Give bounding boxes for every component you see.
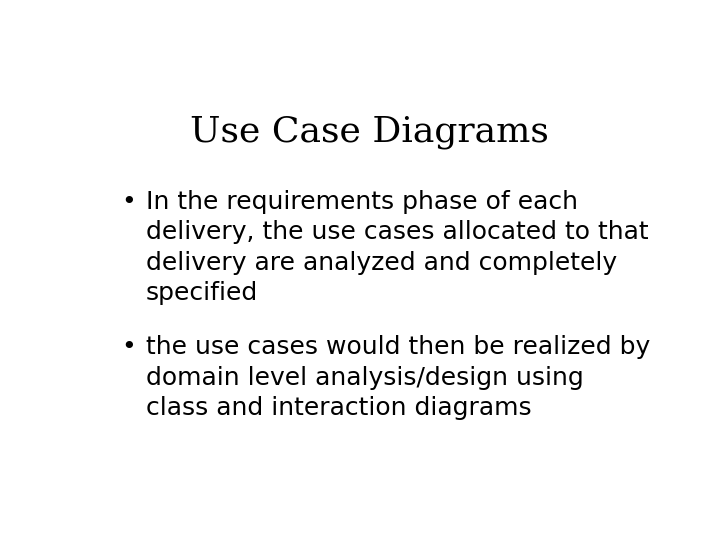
Text: In the requirements phase of each
delivery, the use cases allocated to that
deli: In the requirements phase of each delive… <box>145 190 649 306</box>
Text: the use cases would then be realized by
domain level analysis/design using
class: the use cases would then be realized by … <box>145 335 650 420</box>
Text: Use Case Diagrams: Use Case Diagrams <box>189 114 549 148</box>
Text: •: • <box>122 190 136 213</box>
Text: •: • <box>122 335 136 359</box>
